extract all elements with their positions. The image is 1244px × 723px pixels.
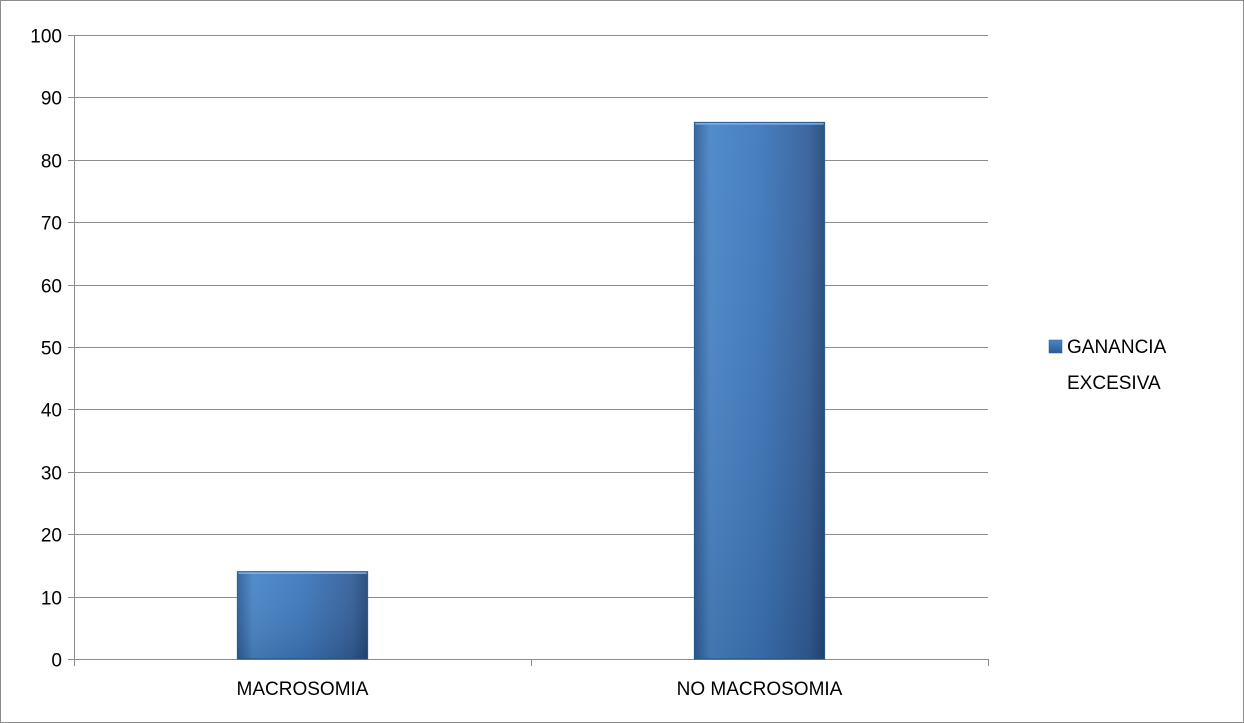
- y-tick-label: 50: [41, 339, 62, 360]
- y-tick-label: 30: [41, 464, 62, 485]
- y-tick-label: 40: [41, 401, 62, 422]
- y-tick-label: 80: [41, 152, 62, 173]
- x-category-label: MACROSOMIA: [237, 679, 369, 700]
- legend-swatch: [1048, 339, 1063, 354]
- bar-shade: [237, 571, 368, 659]
- bars: [236, 121, 826, 660]
- gridlines: [74, 35, 988, 598]
- legend: GANANCIA EXCESIVA: [1048, 337, 1167, 394]
- axes: [68, 35, 989, 666]
- x-category-label: NO MACROSOMIA: [677, 679, 843, 700]
- y-tick-label: 90: [41, 89, 62, 110]
- legend-label-line-1: GANANCIA: [1067, 337, 1167, 358]
- y-tick-label: 20: [41, 526, 62, 547]
- y-tick-label: 70: [41, 214, 62, 235]
- y-tick-label: 60: [41, 277, 62, 298]
- labels: 0 10 20 30 40 50 60 70 80 90 100 MACROSOMIA NO MACRO…: [30, 27, 842, 701]
- bar-shade: [694, 122, 825, 660]
- legend-label-line-2: EXCESIVA: [1067, 373, 1161, 394]
- y-tick-label: 0: [51, 651, 62, 672]
- y-tick-label: 10: [41, 589, 62, 610]
- y-tick-label: 100: [30, 27, 62, 48]
